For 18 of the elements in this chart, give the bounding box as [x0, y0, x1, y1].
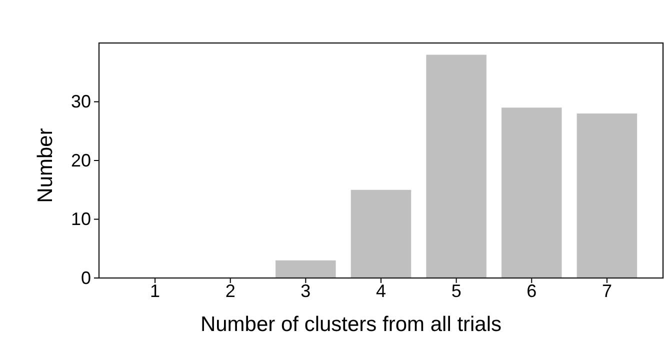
bar — [502, 108, 562, 278]
x-tick-label: 1 — [150, 280, 160, 301]
y-tick-label: 30 — [70, 92, 91, 112]
x-axis-title: Number of clusters from all trials — [200, 313, 502, 336]
x-tick-label: 7 — [602, 280, 612, 301]
y-tick-label: 20 — [70, 150, 91, 170]
x-tick-label: 3 — [300, 280, 311, 301]
x-tick-label: 6 — [526, 280, 537, 301]
y-tick-label: 10 — [70, 209, 91, 230]
x-tick-label: 5 — [451, 280, 462, 301]
bar — [426, 54, 486, 278]
bar — [276, 260, 336, 278]
bar — [576, 114, 638, 278]
x-tick-label: 4 — [376, 280, 386, 301]
x-tick-label: 2 — [225, 280, 236, 301]
y-tick-label: 0 — [80, 268, 91, 288]
y-axis-title: Number — [34, 128, 57, 203]
bar — [350, 190, 412, 278]
